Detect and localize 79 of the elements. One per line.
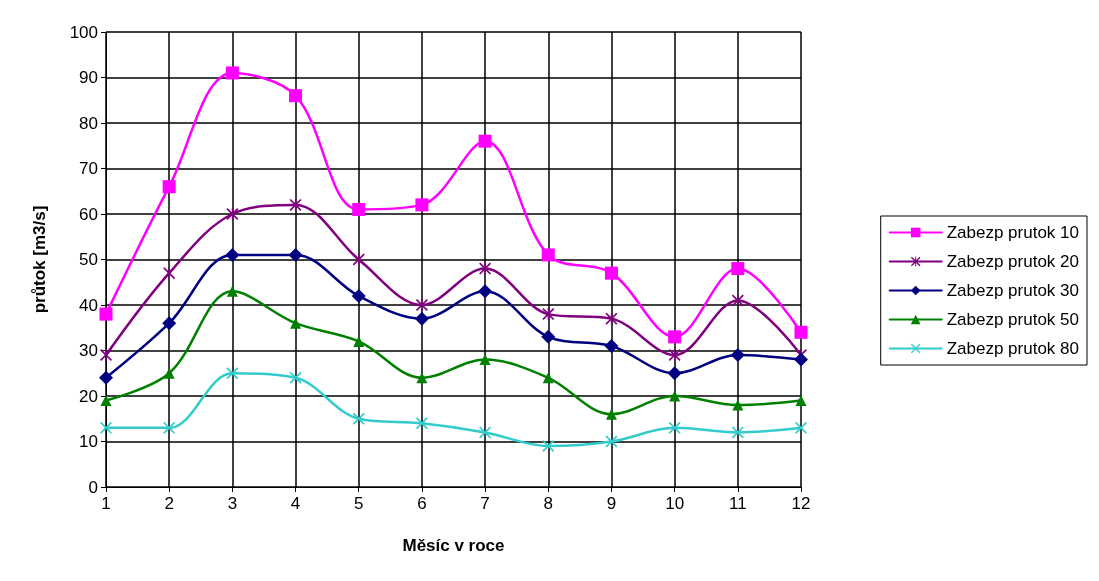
point [225, 66, 239, 80]
y-tick-label: 80 [79, 113, 98, 133]
point [730, 348, 745, 363]
legend-label: Zabezp prutok 20 [946, 252, 1080, 271]
point [605, 312, 618, 325]
y-axis-title: průtok [m3/s] [30, 205, 49, 314]
point [794, 352, 808, 367]
y-tick-label: 60 [79, 204, 98, 224]
y-tick-label: 100 [69, 22, 98, 42]
x-tick-label: 9 [606, 494, 617, 513]
point [667, 366, 682, 381]
point [163, 267, 176, 280]
x-tick-label: 11 [728, 494, 747, 513]
point [226, 285, 238, 297]
point [542, 308, 555, 321]
x-axis-title: Měsíc v roce [402, 536, 505, 555]
point [478, 284, 493, 299]
point [415, 299, 428, 311]
point [352, 202, 366, 216]
point [288, 247, 303, 262]
point [289, 89, 303, 103]
point [353, 335, 365, 347]
y-tick-label: 50 [79, 250, 98, 269]
point [794, 325, 808, 339]
y-tick-label: 70 [79, 159, 98, 178]
point [163, 421, 176, 434]
point [162, 316, 177, 331]
y-tick-label: 40 [79, 295, 98, 315]
point [795, 421, 807, 434]
point [541, 329, 556, 344]
point [669, 390, 681, 402]
point [795, 395, 807, 407]
y-tick-label: 10 [79, 432, 98, 451]
x-tick-label: 6 [417, 494, 427, 513]
point [479, 354, 491, 366]
y-tick-label: 20 [79, 386, 98, 406]
point [731, 262, 745, 276]
x-tick-label: 3 [227, 494, 238, 513]
point [99, 370, 113, 385]
x-tick-label: 1 [101, 494, 111, 513]
x-tick-label: 5 [353, 494, 364, 513]
point [163, 367, 175, 379]
y-tick-label: 90 [79, 68, 98, 87]
x-tick-label: 10 [665, 494, 685, 513]
x-tick-label: 8 [543, 494, 554, 513]
legend-label: Zabezp prutok 30 [946, 281, 1080, 300]
point [604, 266, 618, 280]
x-tick-label: 12 [791, 494, 811, 513]
point [605, 408, 617, 420]
point [605, 435, 618, 448]
point [226, 367, 239, 380]
point [542, 372, 554, 384]
point [100, 421, 112, 434]
y-tick-label: 30 [79, 341, 98, 360]
point [414, 311, 429, 326]
point [162, 180, 176, 194]
point [604, 338, 619, 353]
point [415, 198, 429, 212]
point [351, 288, 366, 303]
point [352, 253, 365, 266]
point [541, 248, 555, 262]
x-tick-label: 7 [480, 494, 490, 513]
point [100, 349, 112, 362]
point [478, 134, 492, 148]
point [99, 307, 113, 321]
point [352, 412, 365, 425]
x-tick-label: 2 [164, 494, 174, 513]
point [732, 399, 744, 411]
point [416, 372, 428, 384]
legend-label: Zabezp prutok 50 [946, 310, 1080, 329]
point [290, 317, 302, 329]
point [668, 330, 682, 344]
y-tick-label: 0 [88, 477, 98, 497]
point [225, 247, 240, 262]
point [100, 395, 112, 407]
legend-label: Zabezp prutok 10 [946, 223, 1080, 242]
legend-label: Zabezp prutok 80 [946, 339, 1080, 358]
point [479, 262, 492, 275]
x-tick-label: 4 [290, 494, 301, 513]
